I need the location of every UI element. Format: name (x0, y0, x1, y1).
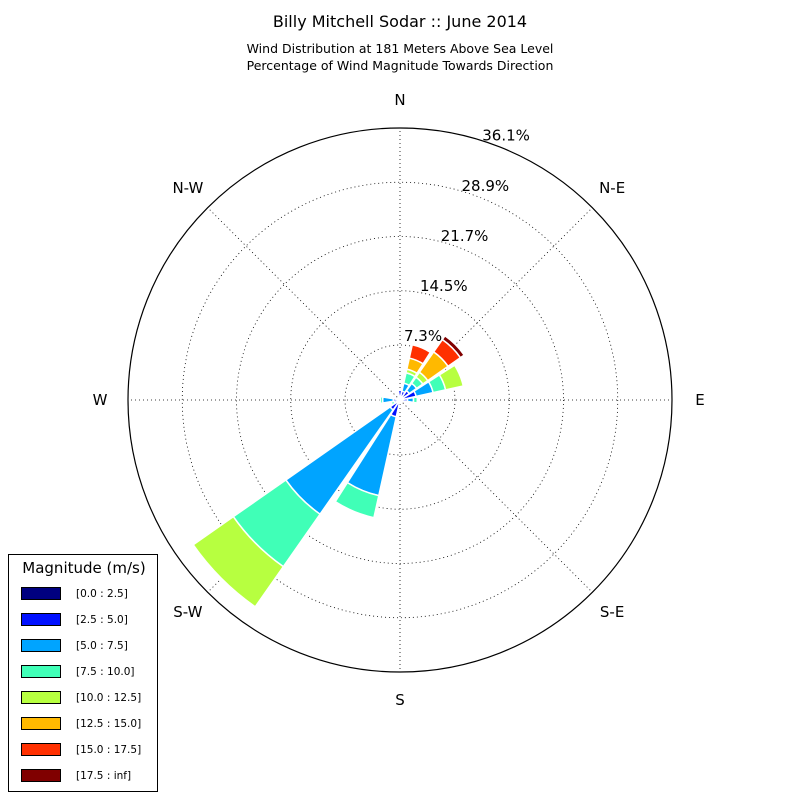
radial-ring (236, 236, 564, 564)
legend-title: Magnitude (m/s) (22, 559, 146, 577)
radial-tick-label: 7.3% (404, 327, 442, 345)
legend-swatch (21, 613, 61, 626)
windrose-bar-segment (438, 364, 465, 391)
direction-label: N (394, 91, 405, 109)
legend-label: [0.0 : 2.5] (76, 588, 128, 600)
radial-tick-label: 28.9% (462, 177, 510, 195)
radial-tick-label: 36.1% (482, 127, 530, 145)
legend-label: [7.5 : 10.0] (76, 666, 135, 678)
legend-swatch (21, 665, 61, 678)
windrose-bar-segment (192, 515, 285, 608)
windrose-bar-segment (381, 396, 395, 404)
windrose-bar-segment (408, 343, 432, 365)
direction-label: N-W (172, 179, 203, 197)
radial-gridline (207, 207, 401, 401)
polar-outer-ring (127, 127, 673, 673)
chart-title: Billy Mitchell Sodar :: June 2014 (272, 12, 528, 31)
legend-swatch (21, 639, 61, 652)
windrose-bar-segment (406, 396, 415, 404)
legend-swatch (21, 743, 61, 756)
legend-label: [2.5 : 5.0] (76, 614, 128, 626)
radial-tick-label: 21.7% (441, 227, 489, 245)
legend-label: [5.0 : 7.5] (76, 640, 128, 652)
radial-ring (290, 290, 510, 510)
legend-swatch (21, 769, 61, 782)
legend-swatch (21, 587, 61, 600)
legend-label: [15.0 : 17.5] (76, 744, 142, 756)
legend-swatch (21, 717, 61, 730)
direction-label: S (395, 691, 405, 709)
chart-subtitle-1: Wind Distribution at 181 Meters Above Se… (246, 41, 554, 56)
direction-label: S-W (173, 603, 202, 621)
legend-label: [17.5 : inf] (76, 770, 132, 782)
windrose-bar-segment (334, 481, 380, 519)
legend-label: [10.0 : 12.5] (76, 692, 142, 704)
windrose-bar-segment (397, 396, 401, 401)
legend: Magnitude (m/s) [0.0 : 2.5] [2.5 : 5.0] [5… (8, 554, 158, 792)
radial-tick-label: 14.5% (420, 277, 468, 295)
legend-label: [12.5 : 15.0] (76, 718, 142, 730)
windrose-bar-segment (412, 396, 419, 404)
radial-gridline (399, 399, 593, 593)
radial-gridline (399, 207, 593, 401)
legend-swatch (21, 691, 61, 704)
chart-subtitle-2: Percentage of Wind Magnitude Towards Dir… (246, 58, 554, 73)
radial-ring (344, 344, 456, 456)
polar-labels: 7.3% 14.5% 21.7% 28.9% 36.1% N N-E E S-E S S-W W N-W (93, 91, 705, 709)
windrose-bar-segment (379, 395, 384, 405)
direction-label: W (93, 391, 108, 409)
direction-label: N-E (599, 179, 625, 197)
direction-label: S-E (600, 603, 624, 621)
direction-label: E (695, 391, 704, 409)
windrose-bars (192, 334, 466, 608)
windrose-bar-segment (441, 334, 466, 359)
polar-grid (127, 127, 673, 673)
radial-ring (181, 181, 619, 619)
